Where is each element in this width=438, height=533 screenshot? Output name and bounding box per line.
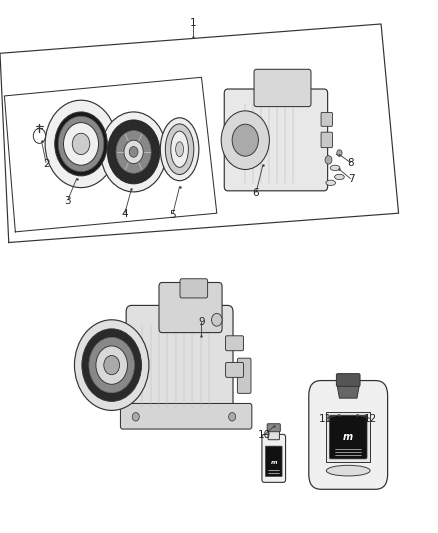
Circle shape xyxy=(45,100,117,188)
FancyBboxPatch shape xyxy=(265,446,282,477)
FancyBboxPatch shape xyxy=(224,89,328,191)
Ellipse shape xyxy=(330,165,340,171)
Circle shape xyxy=(64,123,99,165)
Ellipse shape xyxy=(326,180,336,185)
Text: 12: 12 xyxy=(364,414,378,424)
Text: 9: 9 xyxy=(198,317,205,327)
Ellipse shape xyxy=(326,465,370,476)
FancyBboxPatch shape xyxy=(180,279,208,298)
FancyBboxPatch shape xyxy=(267,424,280,432)
Circle shape xyxy=(124,140,143,164)
FancyBboxPatch shape xyxy=(237,358,251,393)
Circle shape xyxy=(82,329,141,401)
Text: 5: 5 xyxy=(170,209,176,220)
FancyBboxPatch shape xyxy=(226,362,244,377)
Text: 4: 4 xyxy=(121,209,128,220)
Ellipse shape xyxy=(160,118,199,181)
FancyBboxPatch shape xyxy=(126,305,233,417)
Ellipse shape xyxy=(176,142,184,157)
FancyBboxPatch shape xyxy=(321,112,332,126)
Polygon shape xyxy=(337,384,360,398)
Circle shape xyxy=(116,131,151,173)
Circle shape xyxy=(212,313,222,326)
Circle shape xyxy=(232,124,258,156)
FancyBboxPatch shape xyxy=(226,336,244,351)
Circle shape xyxy=(74,320,149,410)
Circle shape xyxy=(221,111,269,169)
Circle shape xyxy=(104,356,120,375)
Text: 3: 3 xyxy=(64,196,71,206)
FancyBboxPatch shape xyxy=(329,415,367,459)
Text: 2: 2 xyxy=(43,159,49,169)
Circle shape xyxy=(72,133,90,155)
Ellipse shape xyxy=(171,131,188,167)
Text: 7: 7 xyxy=(348,174,354,184)
Circle shape xyxy=(229,413,236,421)
Circle shape xyxy=(129,147,138,157)
FancyBboxPatch shape xyxy=(268,428,279,440)
Ellipse shape xyxy=(335,174,344,180)
Text: 10: 10 xyxy=(258,430,271,440)
Text: m: m xyxy=(271,459,277,465)
Circle shape xyxy=(58,116,104,172)
Text: 1: 1 xyxy=(189,18,196,28)
FancyBboxPatch shape xyxy=(159,282,222,333)
Circle shape xyxy=(132,413,139,421)
Circle shape xyxy=(107,120,160,184)
Text: 6: 6 xyxy=(253,188,259,198)
Ellipse shape xyxy=(165,124,194,175)
FancyBboxPatch shape xyxy=(336,374,360,386)
FancyBboxPatch shape xyxy=(309,381,388,489)
Circle shape xyxy=(337,150,342,156)
Circle shape xyxy=(101,112,166,192)
FancyBboxPatch shape xyxy=(326,412,370,462)
Circle shape xyxy=(89,337,134,393)
FancyBboxPatch shape xyxy=(254,69,311,107)
Text: 11: 11 xyxy=(319,414,332,424)
Circle shape xyxy=(96,346,127,384)
Circle shape xyxy=(325,156,332,164)
FancyBboxPatch shape xyxy=(262,434,286,482)
FancyBboxPatch shape xyxy=(120,403,252,429)
FancyBboxPatch shape xyxy=(321,132,332,148)
Circle shape xyxy=(55,112,107,176)
Text: 8: 8 xyxy=(348,158,354,168)
Text: m: m xyxy=(343,432,353,442)
